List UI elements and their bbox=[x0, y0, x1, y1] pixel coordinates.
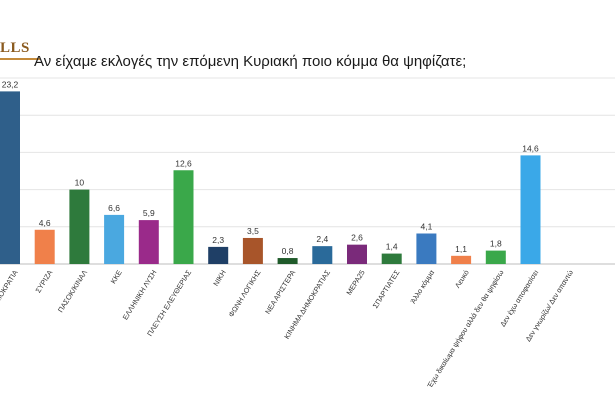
value-label: 6,6 bbox=[108, 203, 120, 213]
bar bbox=[173, 170, 194, 264]
category-label: ΠΑΣΟΚ/ΚΙΝΑΛ bbox=[56, 268, 89, 314]
value-label: 2,6 bbox=[351, 233, 363, 243]
value-label: 0,8 bbox=[282, 246, 294, 256]
bar bbox=[485, 250, 506, 264]
value-label: 4,1 bbox=[420, 221, 432, 231]
category-label: ΕΛΛΗΝΙΚΗ ΛΥΣΗ bbox=[121, 268, 159, 321]
value-label: 5,9 bbox=[143, 208, 155, 218]
category-label: ΝΕΑ ΔΗΜΟΚΡΑΤΙΑ bbox=[0, 268, 20, 326]
category-label: Άλλο κόμμα bbox=[408, 268, 436, 305]
category-label: ΦΩΝΗ ΛΟΓΙΚΗΣ bbox=[226, 268, 262, 319]
gridlines bbox=[0, 77, 615, 265]
bar bbox=[416, 233, 437, 264]
bars-group bbox=[0, 91, 541, 264]
bar bbox=[138, 220, 159, 264]
bar bbox=[69, 189, 90, 264]
category-label: Λευκό bbox=[453, 268, 471, 289]
value-labels-group: 23,2 4,6 10 6,6 5,9 12,6 2,3 3,5 0,8 2,4 2,6 1,4 4,1… bbox=[2, 79, 539, 256]
pollster-logo: LLS bbox=[0, 40, 30, 56]
bar bbox=[381, 253, 402, 264]
value-label: 2,4 bbox=[316, 234, 328, 244]
category-label: ΜΕΡΑ25 bbox=[344, 268, 366, 296]
category-label: ΝΕΑ ΑΡΙΣΤΕΡΑ bbox=[263, 268, 297, 316]
bar bbox=[347, 244, 367, 264]
bar bbox=[104, 214, 125, 264]
chart-title: Αν είχαμε εκλογές την επόμενη Κυριακή πο… bbox=[34, 53, 467, 70]
bar bbox=[208, 246, 229, 264]
category-label: Έχω δικαίωμα ψήφου αλλά δεν θα ψηφίσω bbox=[425, 268, 506, 390]
value-label: 14,6 bbox=[522, 143, 539, 153]
value-label: 3,5 bbox=[247, 226, 259, 236]
category-label: ΣΠΑΡΤΙΑΤΕΣ bbox=[371, 268, 402, 310]
value-label: 12,6 bbox=[175, 158, 192, 168]
bar bbox=[312, 246, 333, 264]
category-label: ΝΙΚΗ bbox=[211, 268, 228, 287]
value-label: 10 bbox=[75, 178, 85, 188]
value-label: 4,6 bbox=[39, 218, 51, 228]
value-label: 2,3 bbox=[212, 235, 224, 245]
bar bbox=[0, 91, 20, 264]
value-label: 1,8 bbox=[490, 239, 502, 249]
bar bbox=[451, 255, 472, 264]
value-label: 1,1 bbox=[455, 244, 467, 254]
bar bbox=[34, 229, 55, 264]
value-label: 23,2 bbox=[2, 79, 19, 89]
category-label: ΣΥΡΙΖΑ bbox=[33, 268, 54, 294]
bar bbox=[520, 155, 541, 264]
bar bbox=[242, 237, 263, 264]
value-label: 1,4 bbox=[386, 242, 398, 252]
bar bbox=[277, 258, 298, 264]
category-label: ΚΚΕ bbox=[109, 268, 124, 285]
category-label: Δεν έχω αποφασίσει bbox=[498, 268, 540, 328]
logo-underline bbox=[0, 58, 40, 60]
